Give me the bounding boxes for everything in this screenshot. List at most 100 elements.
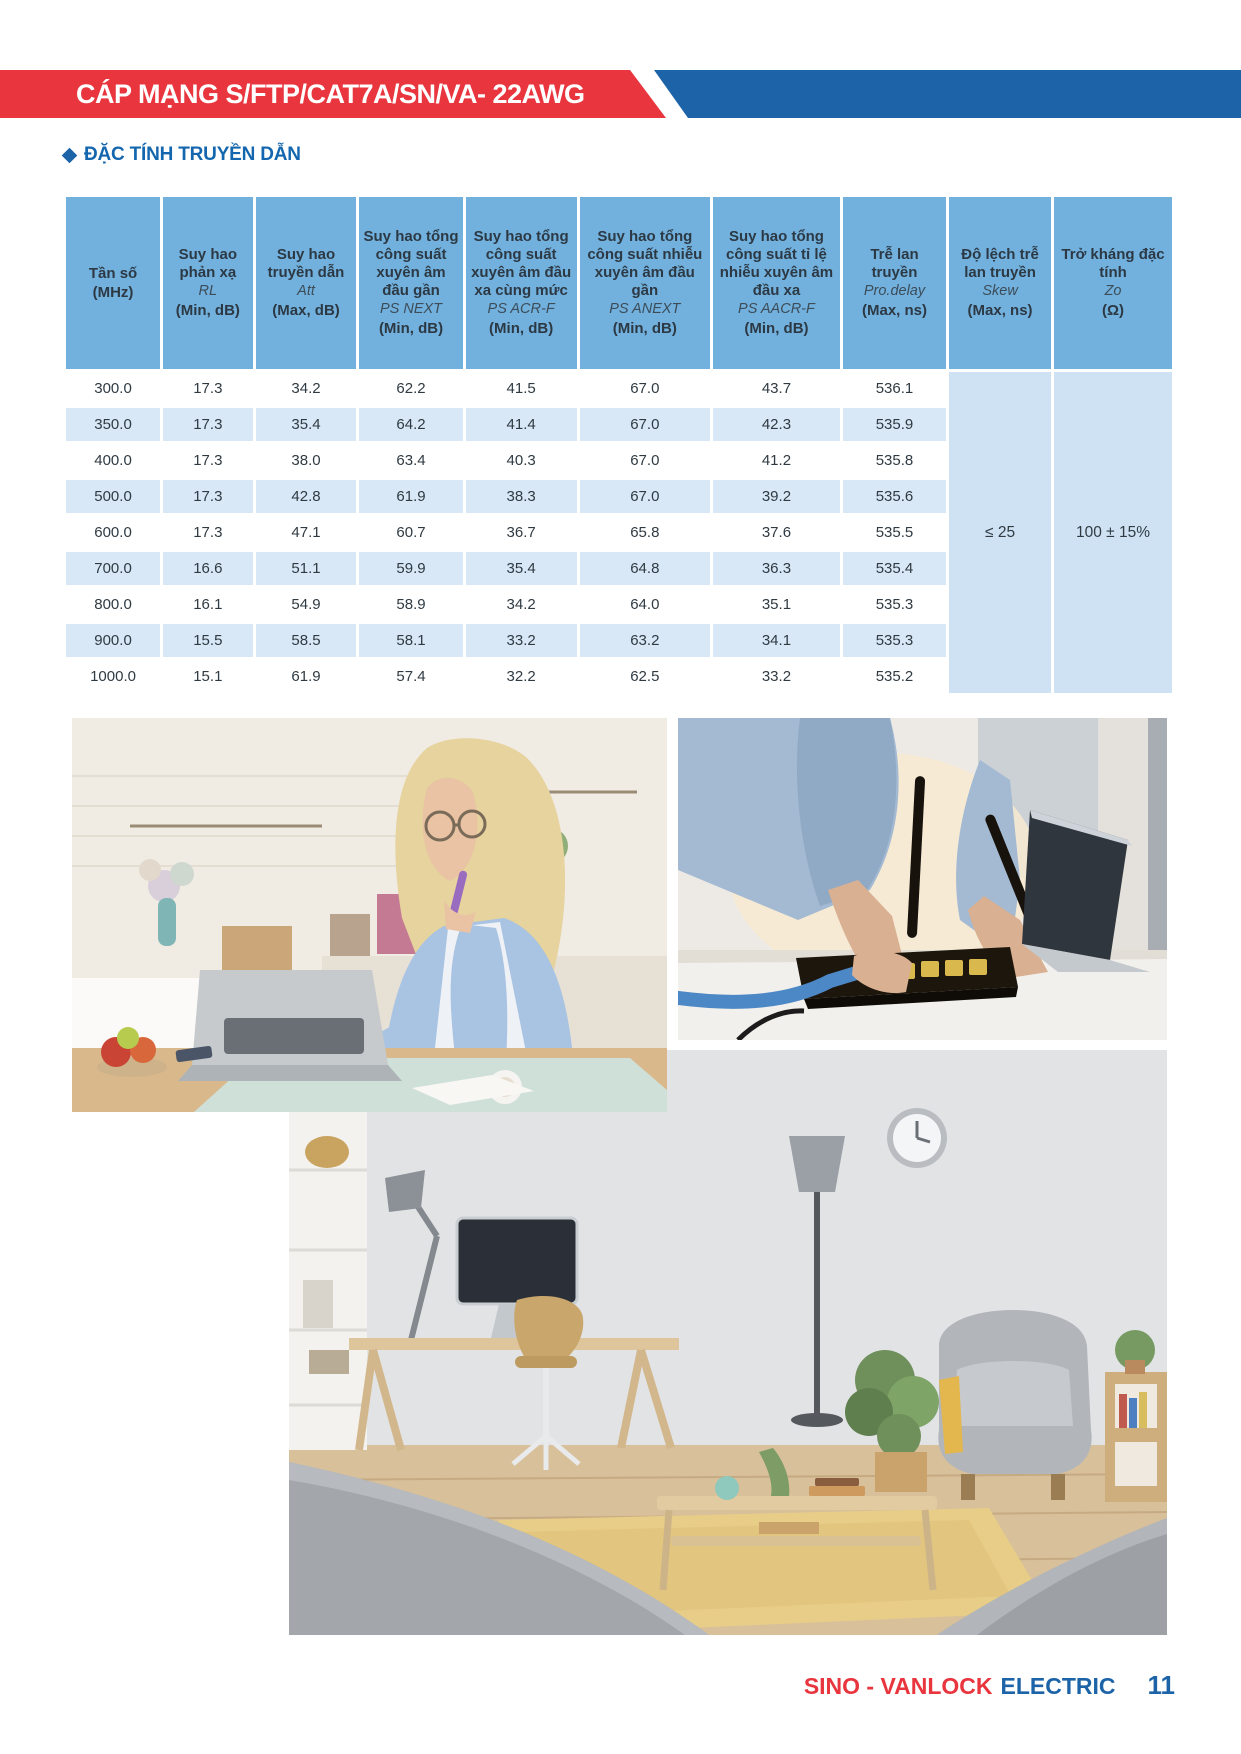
table-cell: 17.3 [163,372,253,405]
table-cell: 42.3 [712,408,840,441]
table-cell: 59.9 [359,552,463,585]
table-cell: 54.9 [255,588,357,621]
section-title: ĐẶC TÍNH TRUYỀN DẪN [84,144,301,165]
table-row: 700.0 16.6 51.1 59.9 35.4 64.8 36.3 535.4 [66,552,1172,585]
table-cell: 15.1 [163,660,253,693]
diamond-bullet-icon [61,147,78,163]
table-cell: 67.0 [579,444,710,477]
photo-router-cable-illustration [678,718,1167,1040]
table-cell: 34.1 [712,624,840,657]
table-row: 800.0 16.1 54.9 58.9 34.2 64.0 35.1 535.3 [66,588,1172,621]
column-header-ps-acr-f: Suy hao tổng công suất xuyên âm đầu xa c… [465,197,577,369]
column-header-pro-delay: Trễ lan truyền Pro.delay (Max, ns) [842,197,947,369]
table-cell: 800.0 [66,588,161,621]
column-header-frequency: Tần số (MHz) [66,197,161,369]
column-header-att: Suy hao truyền dẫn Att (Max, dB) [255,197,357,369]
table-cell: 16.6 [163,552,253,585]
table-cell: 535.9 [842,408,947,441]
table-cell: 17.3 [163,444,253,477]
table-cell: 63.4 [359,444,463,477]
table-row: 500.0 17.3 42.8 61.9 38.3 67.0 39.2 535.6 [66,480,1172,513]
table-cell: 39.2 [712,480,840,513]
table-cell: 535.3 [842,588,947,621]
footer-brand-blue: ELECTRIC [1000,1673,1116,1699]
merged-cell-skew: ≤ 25 [949,372,1052,693]
photo-router-cable [678,718,1167,1040]
transmission-table-wrap: Tần số (MHz) Suy hao phản xạ RL (Min, dB… [63,194,1175,696]
table-cell: 535.4 [842,552,947,585]
table-cell: 41.4 [465,408,577,441]
table-cell: 17.3 [163,516,253,549]
table-cell: 536.1 [842,372,947,405]
table-cell: 67.0 [579,372,710,405]
photo-home-office-illustration [289,1050,1167,1635]
table-cell: 33.2 [712,660,840,693]
table-cell: 34.2 [255,372,357,405]
table-cell: 700.0 [66,552,161,585]
column-header-ps-next: Suy hao tổng công suất xuyên âm đầu gần … [359,197,463,369]
table-cell: 900.0 [66,624,161,657]
table-cell: 600.0 [66,516,161,549]
table-cell: 62.2 [359,372,463,405]
table-cell: 58.1 [359,624,463,657]
table-cell: 63.2 [579,624,710,657]
banner-blue-ribbon [654,70,1241,118]
table-row: 900.0 15.5 58.5 58.1 33.2 63.2 34.1 535.3 [66,624,1172,657]
table-cell: 42.8 [255,480,357,513]
photo-home-office [289,1050,1167,1635]
table-cell: 350.0 [66,408,161,441]
table-cell: 40.3 [465,444,577,477]
table-cell: 60.7 [359,516,463,549]
column-header-rl: Suy hao phản xạ RL (Min, dB) [163,197,253,369]
table-cell: 36.7 [465,516,577,549]
table-cell: 62.5 [579,660,710,693]
table-cell: 535.2 [842,660,947,693]
table-cell: 67.0 [579,480,710,513]
table-cell: 16.1 [163,588,253,621]
table-cell: 35.4 [465,552,577,585]
footer-brand-red: SINO - VANLOCK [803,1673,993,1699]
banner-red-ribbon: CÁP MẠNG S/FTP/CAT7A/SN/VA- 22AWG [0,70,666,118]
table-cell: 400.0 [66,444,161,477]
table-header-row: Tần số (MHz) Suy hao phản xạ RL (Min, dB… [66,197,1172,369]
table-cell: 37.6 [712,516,840,549]
table-cell: 33.2 [465,624,577,657]
table-cell: 34.2 [465,588,577,621]
table-cell: 500.0 [66,480,161,513]
table-cell: 58.9 [359,588,463,621]
table-cell: 300.0 [66,372,161,405]
merged-cell-impedance: 100 ± 15% [1054,372,1172,693]
transmission-table: Tần số (MHz) Suy hao phản xạ RL (Min, dB… [63,194,1175,696]
table-cell: 36.3 [712,552,840,585]
table-row: 350.0 17.3 35.4 64.2 41.4 67.0 42.3 535.9 [66,408,1172,441]
photo-woman-laptop-illustration [72,718,667,1112]
table-cell: 17.3 [163,480,253,513]
table-cell: 535.3 [842,624,947,657]
table-cell: 15.5 [163,624,253,657]
table-cell: 61.9 [359,480,463,513]
section-heading: ĐẶC TÍNH TRUYỀN DẪN [61,144,301,166]
table-cell: 57.4 [359,660,463,693]
table-cell: 35.1 [712,588,840,621]
table-cell: 32.2 [465,660,577,693]
table-cell: 535.5 [842,516,947,549]
table-cell: 38.0 [255,444,357,477]
table-cell: 535.8 [842,444,947,477]
table-body: 300.0 17.3 34.2 62.2 41.5 67.0 43.7 536.1 ≤ 25 10… [66,372,1172,693]
table-row: 600.0 17.3 47.1 60.7 36.7 65.8 37.6 535.5 [66,516,1172,549]
table-cell: 58.5 [255,624,357,657]
table-cell: 47.1 [255,516,357,549]
column-header-ps-aacr-f: Suy hao tổng công suất tỉ lệ nhiễu xuyên… [712,197,840,369]
table-cell: 1000.0 [66,660,161,693]
table-cell: 61.9 [255,660,357,693]
table-cell: 64.0 [579,588,710,621]
table-cell: 35.4 [255,408,357,441]
table-cell: 43.7 [712,372,840,405]
photo-woman-laptop [72,718,667,1112]
column-header-impedance: Trở kháng đặc tính Zo (Ω) [1054,197,1172,369]
column-header-skew: Độ lệch trễ lan truyền Skew (Max, ns) [949,197,1052,369]
table-cell: 65.8 [579,516,710,549]
table-cell: 535.6 [842,480,947,513]
table-cell: 51.1 [255,552,357,585]
